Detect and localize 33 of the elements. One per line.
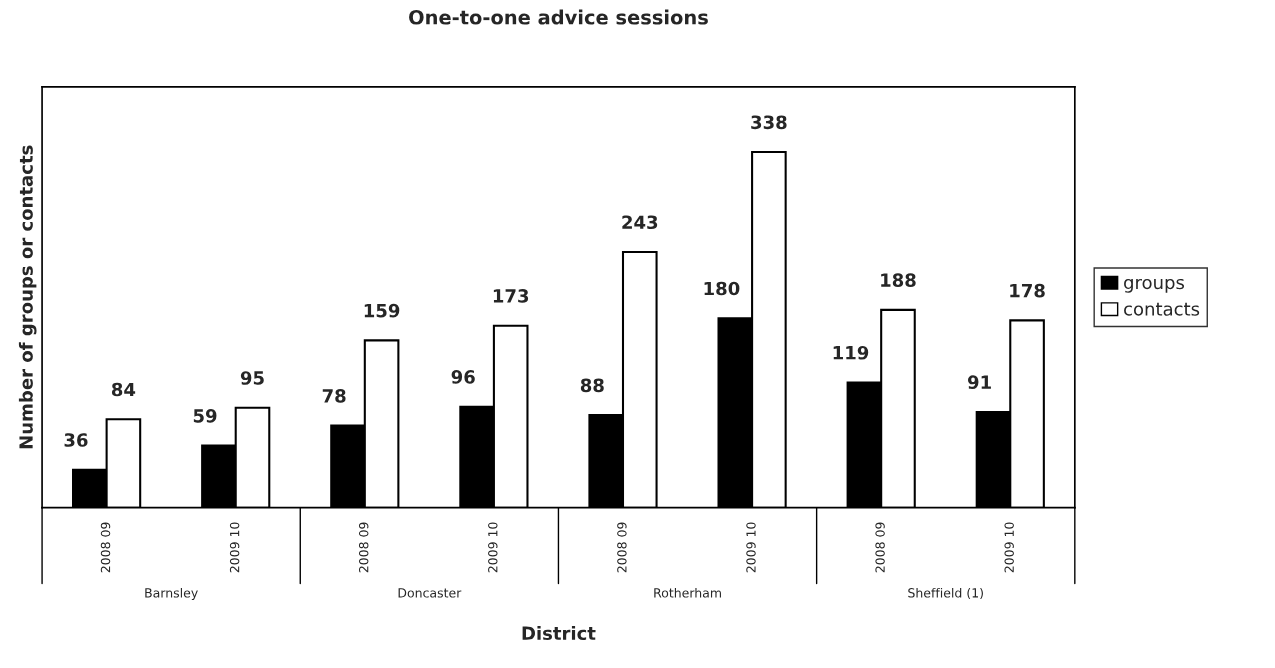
data-label: 173 bbox=[493, 289, 529, 303]
x-axis-title: District bbox=[522, 626, 596, 641]
chart-title: One-to-one advice sessions bbox=[409, 9, 708, 25]
x-tick-label: 2008 09 bbox=[875, 522, 885, 573]
x-tick-label: 2009 10 bbox=[229, 522, 240, 573]
data-label: 119 bbox=[833, 345, 869, 360]
x-tick-label: 2009 10 bbox=[488, 522, 498, 573]
x-tick-label: 2008 09 bbox=[617, 522, 627, 573]
data-label: 91 bbox=[967, 375, 991, 389]
data-label: 36 bbox=[64, 433, 88, 447]
data-label: 188 bbox=[881, 273, 916, 287]
data-label: 338 bbox=[751, 115, 787, 130]
x-tick-label: 2008 09 bbox=[358, 522, 369, 573]
legend-label: groups bbox=[1124, 278, 1185, 293]
y-axis-title: Number of groups or contacts bbox=[18, 145, 37, 449]
legend-label: contacts bbox=[1124, 302, 1200, 316]
data-label: 84 bbox=[111, 382, 136, 397]
data-label: 78 bbox=[322, 389, 346, 403]
data-label: 243 bbox=[622, 215, 658, 230]
x-tick-label: 2008 09 bbox=[100, 522, 111, 573]
data-label: 178 bbox=[1010, 283, 1045, 298]
data-label: 59 bbox=[193, 409, 217, 423]
data-label: 96 bbox=[451, 370, 475, 384]
text: Rotherham bbox=[654, 587, 721, 598]
data-label: 180 bbox=[704, 281, 740, 296]
data-label: 159 bbox=[364, 303, 400, 318]
x-tick-label: 2009 10 bbox=[746, 522, 756, 573]
text: Barnsley bbox=[145, 587, 198, 600]
x-tick-label: 2009 10 bbox=[1004, 522, 1014, 573]
data-label: 88 bbox=[580, 378, 604, 393]
text: Sheffield (1) bbox=[908, 587, 983, 600]
text: Doncaster bbox=[398, 588, 462, 598]
data-label: 95 bbox=[240, 371, 264, 385]
